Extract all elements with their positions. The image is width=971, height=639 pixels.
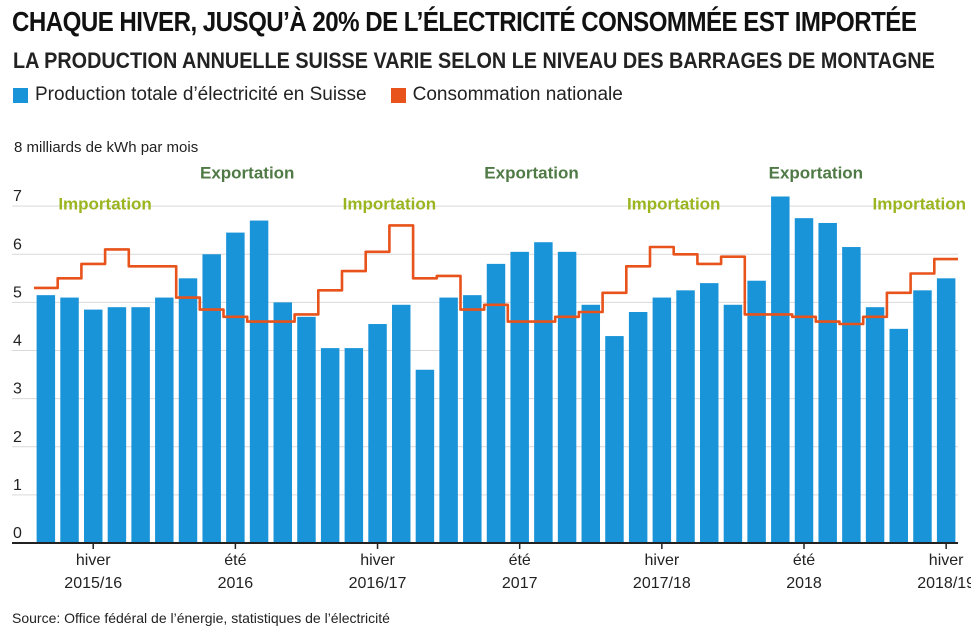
- x-period-label-year: 2015/16: [64, 575, 122, 592]
- x-period-label-season: été: [224, 552, 246, 569]
- importation-annotation: Importation: [343, 195, 437, 214]
- consumption-line: [34, 224, 958, 326]
- y-tick-label: 4: [13, 333, 22, 350]
- production-bar: [344, 348, 364, 543]
- production-bar: [889, 328, 909, 543]
- x-period-label-season: hiver: [76, 552, 111, 569]
- production-bar: [391, 304, 411, 543]
- legend-bar-swatch: [13, 87, 28, 103]
- importation-annotation: Importation: [872, 195, 966, 214]
- production-bar: [676, 290, 695, 543]
- production-bar: [771, 196, 790, 543]
- x-period-label-year: 2018: [786, 575, 822, 592]
- production-bar: [534, 242, 553, 543]
- production-bar: [842, 247, 861, 543]
- y-tick-label: 0: [13, 525, 22, 542]
- source-note: Source: Office fédéral de l’énergie, sta…: [12, 610, 390, 626]
- production-bar: [486, 263, 506, 543]
- axes: 0 1 2 3 4 5 6 7 hiver 2015/16 été 2016 hiver 2016/17 é…: [12, 188, 971, 592]
- production-bar: [415, 369, 435, 543]
- production-bar: [297, 316, 316, 543]
- consumption-line-layer: [34, 224, 958, 326]
- production-bar: [723, 304, 743, 543]
- y-axis-unit-label: 8 milliards de kWh par mois: [14, 139, 199, 156]
- production-bar: [794, 218, 814, 543]
- y-tick-label: 7: [13, 188, 22, 205]
- exportation-annotation: Exportation: [484, 163, 578, 182]
- x-period-label-year: 2016: [218, 575, 254, 592]
- production-bar: [107, 307, 127, 543]
- production-bar: [463, 295, 482, 543]
- production-bar: [249, 220, 269, 543]
- production-bar: [628, 312, 648, 543]
- production-bar: [439, 297, 458, 543]
- x-period-label-year: 2017: [502, 575, 538, 592]
- chart-subtitle: LA PRODUCTION ANNUELLE SUISSE VARIE SELO…: [13, 48, 935, 73]
- production-bar: [747, 280, 766, 543]
- production-bar: [155, 297, 174, 543]
- x-period-label-season: hiver: [929, 552, 964, 569]
- production-bar: [652, 297, 672, 543]
- y-tick-label: 1: [13, 477, 22, 494]
- x-period-label-season: été: [793, 552, 815, 569]
- x-period-label-year: 2018/19: [917, 575, 971, 592]
- production-bar: [510, 251, 529, 543]
- production-bar: [131, 307, 150, 543]
- exportation-annotation: Exportation: [769, 163, 863, 182]
- y-tick-label: 6: [13, 236, 22, 253]
- legend-line-swatch: [390, 87, 406, 103]
- y-tick-label: 3: [13, 381, 22, 398]
- production-bars: [36, 196, 956, 543]
- production-bar: [226, 232, 245, 543]
- production-bar: [83, 309, 103, 543]
- production-bar: [605, 336, 624, 543]
- production-bar: [60, 297, 79, 543]
- production-bar: [936, 278, 956, 543]
- legend: Production totale d’électricité en Suiss…: [13, 84, 647, 106]
- legend-item-production: Production totale d’électricité en Suiss…: [13, 84, 367, 106]
- production-bar: [818, 222, 837, 543]
- gridlines: [12, 205, 958, 496]
- production-bar: [368, 324, 387, 543]
- x-period-label-season: hiver: [645, 552, 680, 569]
- production-bar: [178, 278, 198, 543]
- legend-production-label: Production totale d’électricité en Suiss…: [35, 84, 367, 105]
- production-bar: [36, 295, 56, 543]
- y-tick-label: 5: [13, 284, 22, 301]
- chart-title: CHAQUE HIVER, JUSQU’À 20% DE L’ÉLECTRICI…: [12, 6, 917, 37]
- production-bar: [865, 307, 885, 543]
- importation-annotation: Importation: [58, 195, 152, 214]
- x-period-label-season: hiver: [360, 552, 395, 569]
- y-tick-label: 2: [13, 429, 22, 446]
- production-bar: [699, 283, 719, 543]
- legend-item-consumption: Consommation nationale: [390, 84, 623, 106]
- production-bar: [581, 304, 601, 543]
- annotations: Importation Exportation Importation Exporta…: [58, 163, 966, 213]
- production-bar: [320, 348, 340, 543]
- x-period-label-year: 2016/17: [349, 575, 407, 592]
- legend-consumption-label: Consommation nationale: [412, 84, 623, 105]
- x-period-label-year: 2017/18: [633, 575, 691, 592]
- production-bar: [273, 302, 293, 543]
- production-bar: [913, 290, 932, 543]
- importation-annotation: Importation: [627, 195, 721, 214]
- exportation-annotation: Exportation: [200, 163, 294, 182]
- production-bar: [557, 251, 577, 543]
- production-bar: [202, 254, 221, 543]
- x-period-label-season: été: [509, 552, 531, 569]
